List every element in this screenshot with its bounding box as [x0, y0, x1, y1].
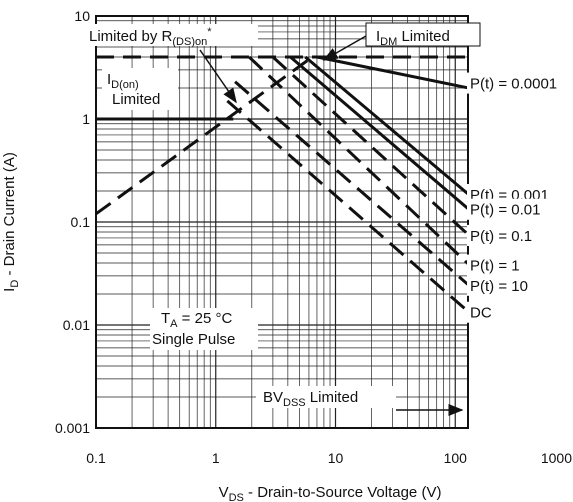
- ta-annotation-bg: [150, 308, 258, 350]
- x-tick-label: 0.1: [86, 450, 106, 466]
- idon-annotation-line2: Limited: [112, 91, 160, 108]
- series-label-bg: [467, 72, 573, 94]
- series-label-bg: [467, 274, 547, 296]
- idon-annotation-bg: [102, 68, 178, 110]
- series-line: [248, 55, 468, 266]
- series-lines: [226, 55, 468, 314]
- rds-arrow: [199, 49, 237, 104]
- annotations: Limited by R(DS)on* IDM Limited ID(on) L…: [86, 22, 481, 409]
- series-label: P(t) = 0.1: [470, 228, 532, 245]
- x-tick-labels: 0.1 1 10 100 1000: [86, 450, 572, 466]
- annotation-arrows: [199, 35, 464, 416]
- x-axis-title: VDS - Drain-to-Source Voltage (V): [219, 484, 442, 502]
- idm-annotation: IDM Limited: [376, 28, 450, 48]
- y-tick-label: 0.1: [71, 214, 91, 230]
- x-tick-label: 100: [444, 450, 468, 466]
- series-label: P(t) = 10: [470, 278, 528, 295]
- y-tick-labels: 10 1 0.1 0.01 0.001: [55, 8, 90, 436]
- y-tick-label: 10: [74, 8, 90, 24]
- y-tick-label: 1: [82, 111, 90, 127]
- series-label: P(t) = 0.0001: [470, 76, 557, 93]
- bvdss-annotation: BVDSS Limited: [263, 389, 358, 409]
- plot-frame: [95, 15, 469, 429]
- series-label-bg: [467, 224, 555, 246]
- series-line: [226, 99, 468, 314]
- series-line: [289, 55, 468, 211]
- y-axis-title: ID - Drain Current (A): [1, 152, 21, 292]
- series-label-bg: [467, 198, 564, 220]
- series-line: [271, 55, 468, 237]
- idm-annotation-box: [365, 22, 481, 47]
- rds-annotation-bg: [86, 24, 258, 46]
- idon-annotation-line1: ID(on): [107, 71, 139, 91]
- series-label: DC: [470, 305, 492, 322]
- series-label-bg: [467, 254, 539, 276]
- ta-annotation-line1: TA = 25 °C: [161, 310, 232, 330]
- y-tick-label: 0.01: [63, 317, 90, 333]
- x-tick-label: 10: [328, 450, 344, 466]
- idm-arrow: [322, 35, 367, 61]
- series-label: P(t) = 0.01: [470, 202, 540, 219]
- series-label-bg: [467, 301, 490, 323]
- x-tick-label: 1: [212, 450, 220, 466]
- bvdss-annotation-bg: [256, 386, 396, 408]
- rds-annotation: Limited by R(DS)on*: [89, 26, 212, 48]
- x-tick-label: 1000: [541, 450, 572, 466]
- series-label: P(t) = 1: [470, 258, 520, 275]
- y-tick-label: 0.001: [55, 420, 90, 436]
- ta-annotation-line2: Single Pulse: [152, 331, 235, 348]
- series-line: [304, 55, 468, 196]
- series-line: [316, 55, 468, 90]
